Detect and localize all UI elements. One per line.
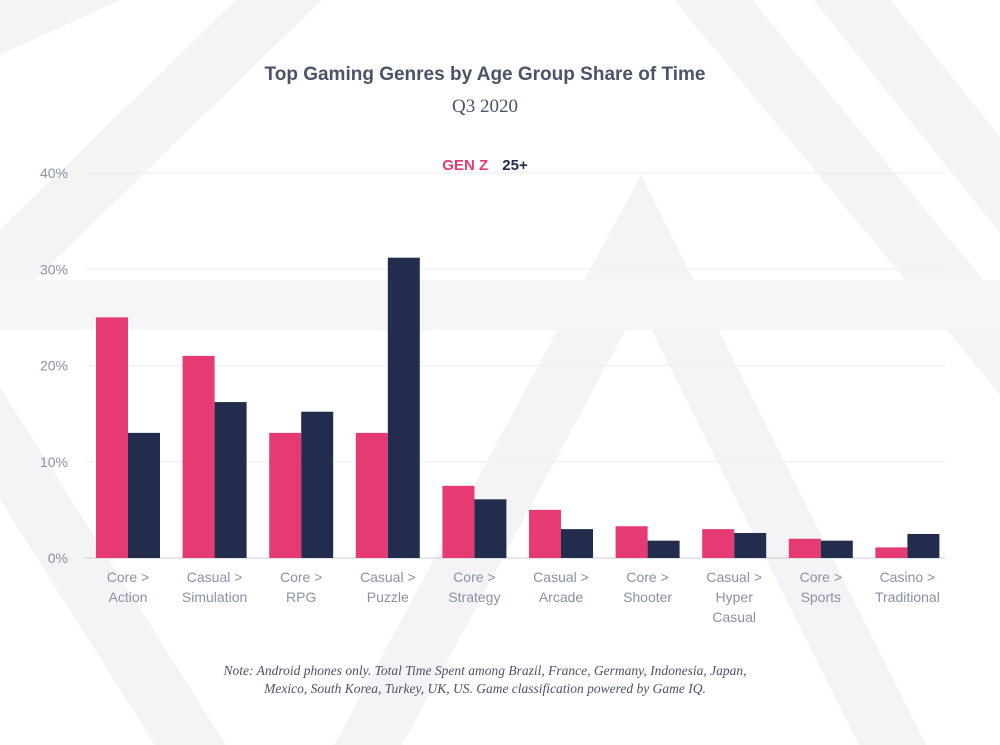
y-tick-label: 10% <box>40 454 68 470</box>
y-tick-label: 0% <box>48 550 68 566</box>
legend: GEN Z 25+ <box>0 157 970 174</box>
bar-25plus <box>647 540 680 558</box>
bar-25plus <box>907 533 940 558</box>
x-tick-label: Sports <box>801 589 841 605</box>
x-tick-label: Action <box>109 589 148 605</box>
x-tick-label: Hyper <box>716 589 754 605</box>
bar-25plus <box>214 402 247 558</box>
bar-25plus <box>387 257 420 558</box>
bar-25plus <box>474 499 507 558</box>
bar-genz <box>442 485 475 558</box>
bar-genz <box>875 547 908 558</box>
x-tick-label: Core > <box>280 569 322 585</box>
bar-genz <box>615 526 648 558</box>
x-tick-label: Arcade <box>539 589 584 605</box>
x-tick-label: Casual <box>712 609 756 625</box>
bar-25plus <box>301 411 334 558</box>
bar-genz <box>702 529 735 558</box>
y-tick-label: 40% <box>40 165 68 181</box>
x-tick-label: Casual > <box>360 569 416 585</box>
x-tick-label: Simulation <box>182 589 247 605</box>
chart-subtitle: Q3 2020 <box>452 96 518 117</box>
bar-25plus <box>128 432 160 558</box>
bar-genz <box>355 432 388 558</box>
x-tick-label: Core > <box>453 569 495 585</box>
x-tick-label: Core > <box>800 569 842 585</box>
x-tick-label: Casual > <box>187 569 243 585</box>
legend-item-25plus: 25+ <box>502 157 528 174</box>
bar-25plus <box>561 529 593 558</box>
x-tick-label: Casual > <box>706 569 762 585</box>
y-tick-label: 20% <box>40 358 68 374</box>
x-tick-label: Shooter <box>623 589 672 605</box>
x-tick-label: Core > <box>107 569 149 585</box>
bar-genz <box>529 509 561 558</box>
chart-note: Note: Android phones only. Total Time Sp… <box>223 663 747 696</box>
bar-genz <box>269 432 302 558</box>
x-tick-label: Puzzle <box>367 589 409 605</box>
bar-genz <box>96 317 128 558</box>
bar-25plus <box>734 532 767 558</box>
y-tick-label: 30% <box>40 261 68 277</box>
x-tick-label: Core > <box>626 569 668 585</box>
x-tick-label: Traditional <box>875 589 940 605</box>
legend-item-genz: GEN Z <box>442 157 489 174</box>
chart-title: Top Gaming Genres by Age Group Share of … <box>264 64 706 85</box>
x-tick-label: Casino > <box>880 569 936 585</box>
bar-25plus <box>820 540 853 558</box>
bar-genz <box>788 538 821 558</box>
x-tick-label: Casual > <box>533 569 589 585</box>
x-tick-label: RPG <box>286 589 316 605</box>
x-tick-label: Strategy <box>448 589 500 605</box>
bar-genz <box>182 355 215 558</box>
